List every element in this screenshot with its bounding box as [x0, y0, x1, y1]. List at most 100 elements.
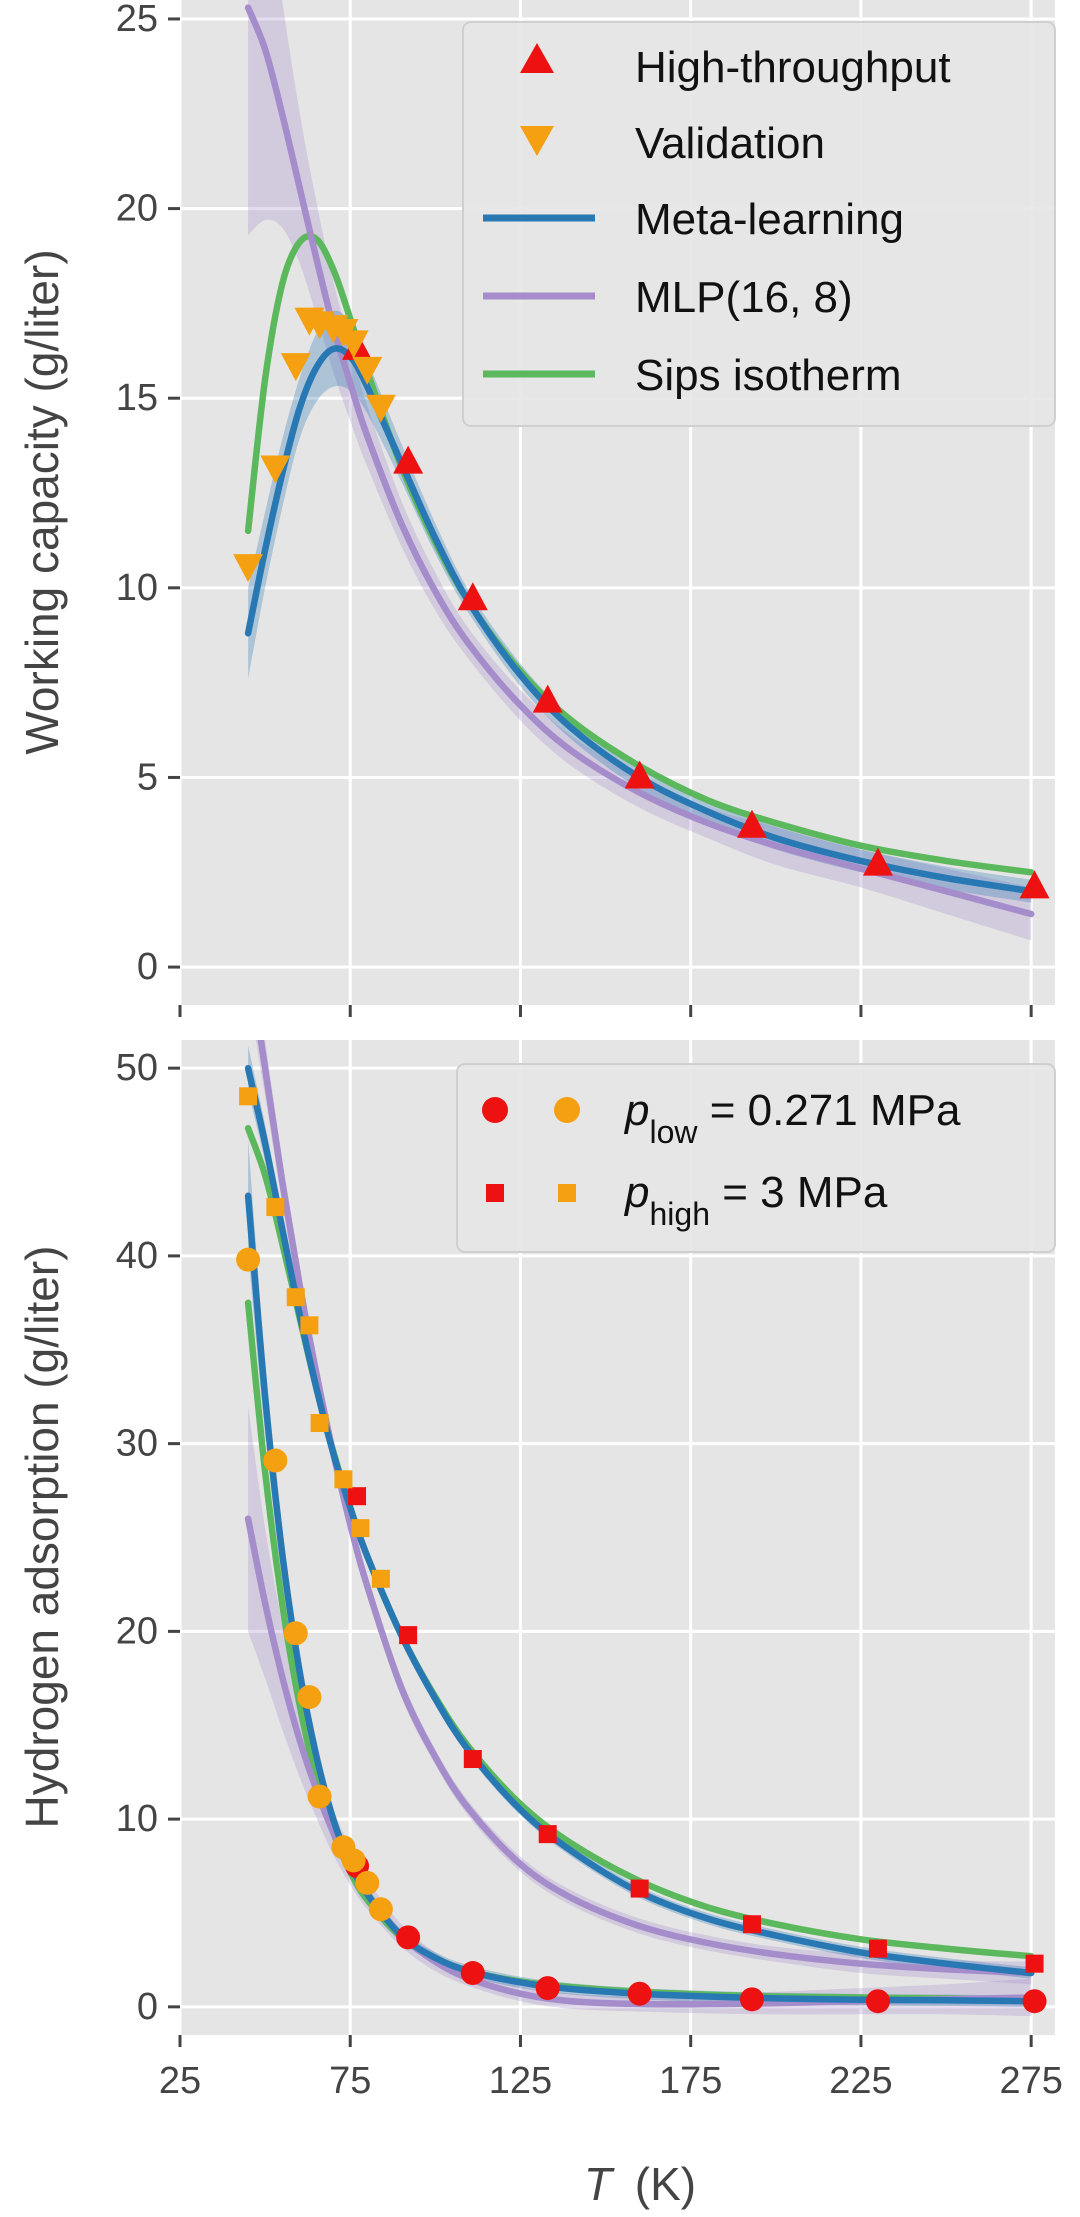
legend: plow = 0.271 MPa phigh = 3 MPa [456, 1063, 1056, 1253]
y-tick-label: 10 [116, 567, 158, 609]
x-tick-label: 125 [489, 2060, 552, 2102]
y-tick-label: 0 [137, 1986, 158, 2028]
line-mlp-p-low [244, 1515, 1035, 2008]
point-validation [352, 356, 383, 385]
y-tick-label: 50 [116, 1047, 158, 1089]
x-tick-label: 175 [659, 2060, 722, 2102]
legend-marker-high-throughput [520, 43, 554, 73]
y-tick-label: 25 [116, 0, 158, 40]
line-mlp-p-high [257, 1040, 1035, 1977]
legend-label-mlp: MLP(16, 8) [635, 273, 853, 322]
point-validation-p-high [300, 1316, 319, 1335]
fit-lines [244, 4, 1035, 918]
data-points [236, 1087, 1047, 2014]
legend-label-p-low: plow = 0.271 MPa [623, 1086, 961, 1150]
point-high-throughput [624, 760, 655, 789]
point-validation [338, 330, 369, 359]
point-high-throughput-p-high [630, 1879, 649, 1898]
legend-label-sips-isotherm: Sips isotherm [635, 351, 902, 400]
y-axis-ticks: 0 10 20 30 40 50 [116, 1047, 180, 2028]
y-tick-label: 20 [116, 188, 158, 230]
point-validation-p-high [334, 1470, 353, 1489]
point-high-throughput-p-low [535, 1976, 560, 2001]
line-meta-learning [244, 345, 1035, 895]
y-tick-label: 5 [137, 756, 158, 798]
point-validation [260, 455, 291, 484]
point-validation-p-high [371, 1569, 390, 1588]
line-meta-learning-p-high [244, 1064, 1035, 1977]
point-validation-p-low [236, 1247, 261, 1272]
point-high-throughput-p-high [348, 1487, 367, 1506]
point-validation-p-low [307, 1784, 332, 1809]
legend-label-high-throughput: High-throughput [635, 43, 951, 92]
point-validation [365, 394, 396, 423]
point-validation-p-high [266, 1198, 285, 1217]
point-validation-p-high [351, 1519, 370, 1538]
line-meta-learning-p-low [244, 1192, 1035, 2005]
y-tick-label: 10 [116, 1798, 158, 1840]
y-tick-label: 40 [116, 1235, 158, 1277]
point-high-throughput [1019, 870, 1050, 899]
point-high-throughput [532, 684, 563, 713]
point-validation-p-low [283, 1621, 308, 1646]
line-mlp-16-8 [244, 4, 1035, 918]
point-validation-p-low [297, 1685, 322, 1710]
point-validation-p-high [239, 1087, 258, 1106]
point-high-throughput [736, 809, 767, 838]
x-axis-ticks [178, 1005, 1033, 1017]
point-high-throughput-p-high [463, 1750, 482, 1769]
point-high-throughput-p-low [627, 1981, 652, 2006]
point-validation-p-low [263, 1448, 288, 1473]
x-axis-label: T (K) [584, 2158, 696, 2210]
point-validation-p-high [310, 1413, 329, 1432]
y-axis-label: Hydrogen adsorption (g/liter) [16, 1246, 68, 1829]
point-validation [280, 353, 311, 382]
legend-box [456, 1063, 1056, 1253]
point-high-throughput-p-high [1025, 1954, 1044, 1973]
point-validation-p-high [286, 1288, 305, 1307]
legend: High-throughput Validation Meta-learning… [462, 21, 1056, 427]
point-validation [233, 554, 264, 583]
point-high-throughput-p-low [396, 1925, 421, 1950]
x-tick-label: 25 [159, 2060, 201, 2102]
working-capacity-panel: 0 5 10 15 20 25 Working capacity (g/liter) Hi… [16, 0, 1056, 1017]
y-tick-label: 30 [116, 1423, 158, 1465]
point-high-throughput-p-high [742, 1915, 761, 1934]
y-tick-label: 0 [137, 946, 158, 988]
watermark: 材料科学与工程 [813, 2164, 1034, 2202]
hydrogen-adsorption-panel: 0 10 20 30 40 50 25 75 125 175 225 275 Hydrogen ad… [16, 1040, 1063, 2210]
legend-marker-high-high-throughput [486, 1184, 504, 1202]
legend-label-validation: Validation [635, 119, 825, 168]
point-validation-p-low [368, 1897, 393, 1922]
point-high-throughput [393, 445, 424, 474]
point-validation-p-low [341, 1848, 366, 1873]
legend-box [462, 21, 1056, 427]
point-validation-p-low [355, 1870, 380, 1895]
watermark-text: 材料科学与工程 [866, 2173, 1034, 2200]
data-points [233, 307, 1050, 899]
legend-marker-low-high-throughput [482, 1097, 508, 1123]
x-axis-label-symbol: T [584, 2158, 615, 2210]
point-high-throughput [457, 582, 488, 611]
point-high-throughput-p-high [538, 1825, 557, 1844]
x-tick-label: 225 [829, 2060, 892, 2102]
legend-label-meta-learning: Meta-learning [635, 195, 904, 244]
y-axis-label: Working capacity (g/liter) [16, 249, 68, 754]
wechat-icon [813, 2164, 860, 2202]
x-axis-label-unit: (K) [635, 2158, 696, 2210]
x-axis-ticks: 25 75 125 175 225 275 [159, 2035, 1063, 2102]
y-tick-label: 15 [116, 377, 158, 419]
legend-marker-low-validation [554, 1097, 580, 1123]
legend-marker-validation [520, 126, 554, 156]
legend-marker-high-validation [558, 1184, 576, 1202]
point-high-throughput-p-low [1022, 1989, 1047, 2014]
point-high-throughput-p-high [399, 1626, 418, 1645]
point-high-throughput-p-low [460, 1961, 485, 1986]
y-axis-ticks: 0 5 10 15 20 25 [116, 0, 180, 988]
point-high-throughput-p-low [739, 1987, 764, 2012]
point-high-throughput [862, 847, 893, 876]
point-high-throughput-p-high [868, 1939, 887, 1958]
x-tick-label: 275 [999, 2060, 1062, 2102]
y-tick-label: 20 [116, 1610, 158, 1652]
